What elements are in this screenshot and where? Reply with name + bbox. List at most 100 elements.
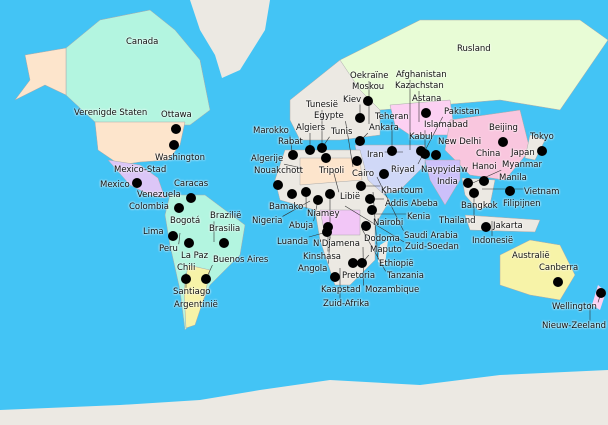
capital-label: Jakarta bbox=[493, 221, 523, 231]
capital-marker[interactable] bbox=[481, 222, 491, 232]
capital-label: Bamako bbox=[269, 202, 304, 212]
capital-label: Bangkok bbox=[461, 201, 498, 211]
capital-marker[interactable] bbox=[317, 143, 327, 153]
capital-marker[interactable] bbox=[174, 203, 184, 213]
capital-marker[interactable] bbox=[132, 178, 142, 188]
capital-label: Kabul bbox=[409, 132, 433, 142]
capital-label: Beijing bbox=[489, 123, 518, 133]
country-label: Zuid-Afrika bbox=[323, 299, 370, 309]
capital-marker[interactable] bbox=[184, 238, 194, 248]
capital-marker[interactable] bbox=[322, 227, 332, 237]
capital-label: Canberra bbox=[539, 263, 579, 273]
capital-label: Kinshasa bbox=[303, 252, 341, 262]
country-label: Nigeria bbox=[252, 216, 283, 226]
capital-marker[interactable] bbox=[355, 136, 365, 146]
greenland bbox=[190, 0, 270, 78]
capital-label: Tunis bbox=[331, 127, 353, 137]
capital-marker[interactable] bbox=[273, 180, 283, 190]
capital-marker[interactable] bbox=[505, 186, 515, 196]
capital-marker[interactable] bbox=[361, 221, 371, 231]
alaska bbox=[14, 47, 67, 101]
india bbox=[424, 159, 461, 206]
leader-line bbox=[332, 169, 340, 193]
country-label: Rusland bbox=[457, 44, 491, 54]
leader-line bbox=[282, 200, 311, 217]
country-label: Filipijnen bbox=[503, 199, 541, 209]
capital-marker[interactable] bbox=[431, 150, 441, 160]
capital-label: Luanda bbox=[277, 237, 309, 247]
capital-label: Naypyidaw bbox=[421, 165, 468, 175]
country-label: Angola bbox=[298, 264, 328, 274]
antarctica bbox=[0, 370, 608, 425]
country-label: Iran bbox=[367, 150, 384, 160]
capital-marker[interactable] bbox=[367, 205, 377, 215]
capital-marker[interactable] bbox=[325, 189, 335, 199]
capital-label: La Paz bbox=[181, 251, 209, 261]
capital-marker[interactable] bbox=[537, 146, 547, 156]
capital-marker[interactable] bbox=[356, 181, 366, 191]
capital-marker[interactable] bbox=[313, 195, 323, 205]
capital-marker[interactable] bbox=[387, 146, 397, 156]
capital-marker[interactable] bbox=[287, 189, 297, 199]
capital-marker[interactable] bbox=[379, 169, 389, 179]
capital-marker[interactable] bbox=[288, 150, 298, 160]
capital-label: Rabat bbox=[278, 137, 303, 147]
capital-marker[interactable] bbox=[201, 274, 211, 284]
country-label: Mexico bbox=[100, 180, 130, 190]
country-label: Tunesië bbox=[306, 100, 338, 110]
capital-label: Washington bbox=[155, 153, 205, 163]
country-label: Colombia bbox=[129, 202, 169, 212]
country-label: Indonesië bbox=[472, 236, 514, 246]
country-label: Tanzania bbox=[387, 271, 425, 281]
leader-line bbox=[345, 121, 354, 168]
capital-label: Mexico-Stad bbox=[114, 165, 167, 175]
capital-marker[interactable] bbox=[186, 193, 196, 203]
country-label: Thailand bbox=[439, 216, 476, 226]
country-label: Myanmar bbox=[502, 160, 542, 170]
country-label: Brazilië bbox=[210, 211, 242, 221]
madagascar bbox=[378, 240, 388, 265]
capital-marker[interactable] bbox=[301, 187, 311, 197]
country-label: Mozambique bbox=[365, 285, 420, 295]
capital-marker[interactable] bbox=[348, 258, 358, 268]
capital-marker[interactable] bbox=[352, 156, 362, 166]
capital-marker[interactable] bbox=[596, 288, 606, 298]
capital-label: Dodoma bbox=[364, 234, 400, 244]
country-label: Vietnam bbox=[524, 187, 560, 197]
capital-marker[interactable] bbox=[169, 140, 179, 150]
capital-marker[interactable] bbox=[479, 176, 489, 186]
country-label: Afghanistan bbox=[396, 70, 447, 80]
capital-marker[interactable] bbox=[171, 124, 181, 134]
capital-marker[interactable] bbox=[168, 231, 178, 241]
country-label: Chili bbox=[177, 263, 196, 273]
capital-marker[interactable] bbox=[355, 113, 365, 123]
country-label: Oekraïne bbox=[350, 71, 389, 81]
country-label: India bbox=[437, 177, 458, 187]
capital-label: Bogotá bbox=[170, 216, 201, 226]
capital-marker[interactable] bbox=[469, 188, 479, 198]
capital-marker[interactable] bbox=[330, 272, 340, 282]
capital-marker[interactable] bbox=[553, 277, 563, 287]
russia bbox=[339, 19, 608, 111]
capital-marker[interactable] bbox=[321, 153, 331, 163]
capital-label: Santiago bbox=[173, 287, 211, 297]
capital-marker[interactable] bbox=[305, 145, 315, 155]
capital-marker[interactable] bbox=[365, 194, 375, 204]
capital-marker[interactable] bbox=[181, 274, 191, 284]
china bbox=[444, 109, 531, 181]
country-label: Peru bbox=[159, 244, 178, 254]
capital-marker[interactable] bbox=[420, 149, 430, 159]
capital-marker[interactable] bbox=[363, 96, 373, 106]
country-label: Argentinië bbox=[174, 300, 218, 310]
capital-label: Abuja bbox=[289, 221, 314, 231]
capital-marker[interactable] bbox=[498, 137, 508, 147]
japan bbox=[524, 134, 546, 161]
capital-marker[interactable] bbox=[421, 108, 431, 118]
capital-label: N'Djamena bbox=[313, 239, 360, 249]
capital-label: Riyad bbox=[391, 165, 415, 175]
capital-marker[interactable] bbox=[463, 178, 473, 188]
capital-marker[interactable] bbox=[219, 238, 229, 248]
country-label: Pakistan bbox=[444, 107, 480, 117]
capital-marker[interactable] bbox=[357, 258, 367, 268]
